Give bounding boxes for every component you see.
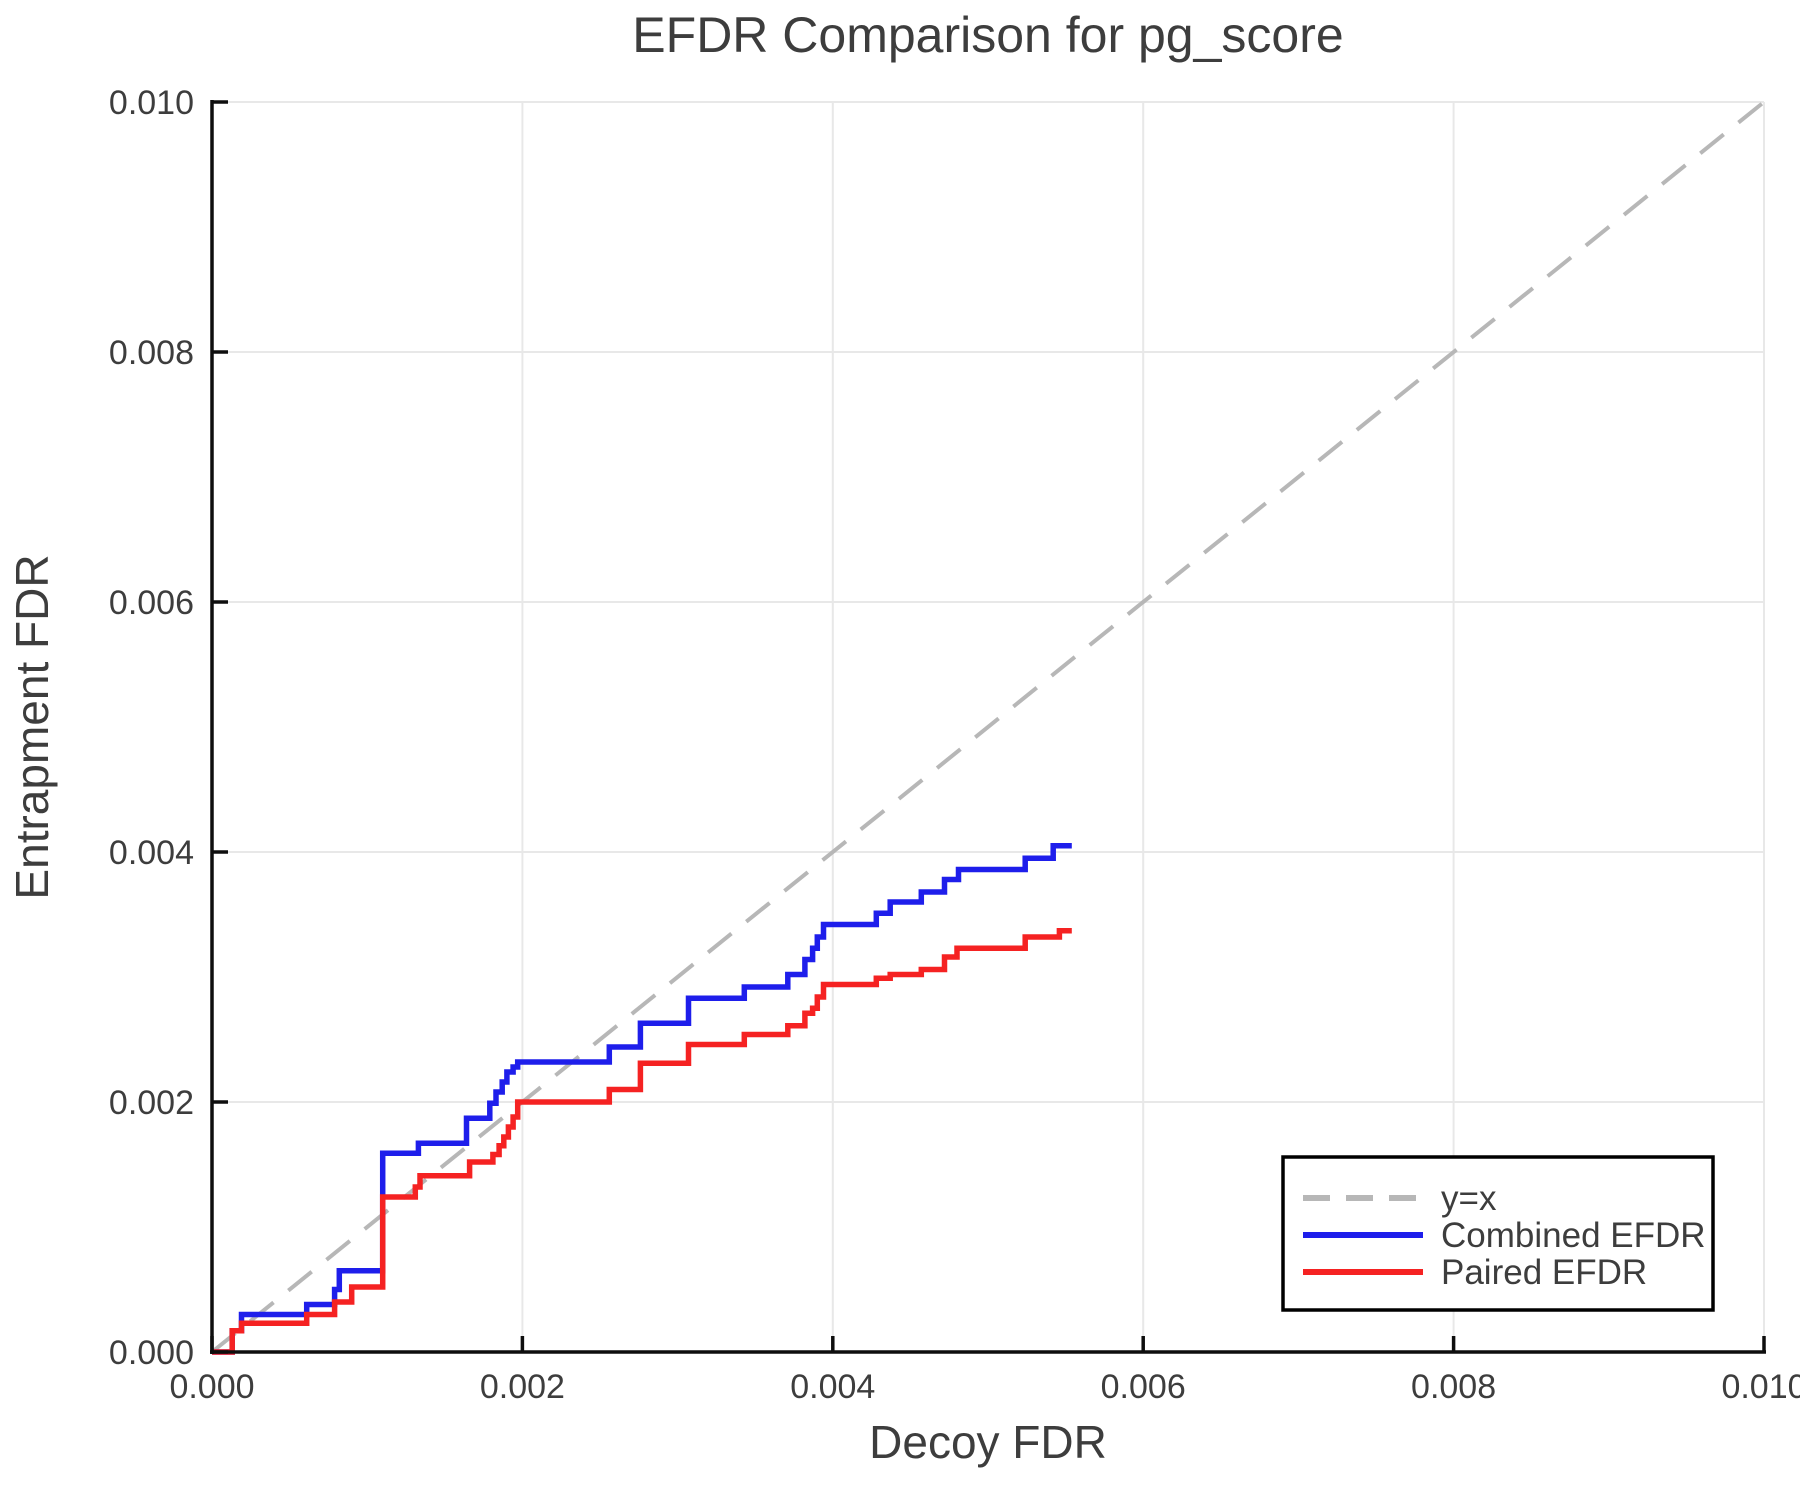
- legend-label-yx: y=x: [1441, 1179, 1497, 1218]
- series-combined-efdr: [212, 843, 1072, 1355]
- series-y-x: [210, 100, 1766, 1354]
- series-paired-efdr: [212, 928, 1072, 1355]
- axes: [210, 100, 1766, 1354]
- y-tick-label: 0.010: [109, 84, 194, 122]
- legend-label-combined: Combined EFDR: [1441, 1216, 1706, 1255]
- x-tick-label: 0.000: [169, 1368, 254, 1406]
- chart-title: EFDR Comparison for pg_score: [632, 7, 1343, 63]
- series-lines: [210, 100, 1766, 1355]
- legend-label-paired: Paired EFDR: [1441, 1253, 1647, 1292]
- legend-entry-yx: y=x: [1303, 1179, 1497, 1218]
- legend-entry-combined: Combined EFDR: [1303, 1216, 1706, 1255]
- y-tick-label: 0.002: [109, 1084, 194, 1122]
- x-tick-label: 0.002: [480, 1368, 565, 1406]
- y-tick-label: 0.004: [109, 834, 194, 872]
- tick-labels: 0.000 0.002 0.004 0.006 0.008 0.010 0.000 0.002…: [109, 84, 1800, 1406]
- x-tick-label: 0.004: [790, 1368, 875, 1406]
- x-axis-label: Decoy FDR: [869, 1416, 1107, 1468]
- x-tick-label: 0.008: [1411, 1368, 1496, 1406]
- y-tick-label: 0.008: [109, 334, 194, 372]
- legend-entry-paired: Paired EFDR: [1303, 1253, 1647, 1292]
- x-tick-label: 0.010: [1721, 1368, 1800, 1406]
- y-axis-label: Entrapment FDR: [6, 554, 58, 899]
- y-tick-label: 0.000: [109, 1334, 194, 1372]
- legend: y=x Combined EFDR Paired EFDR: [1281, 1155, 1715, 1312]
- y-tick-label: 0.006: [109, 584, 194, 622]
- x-tick-label: 0.006: [1101, 1368, 1186, 1406]
